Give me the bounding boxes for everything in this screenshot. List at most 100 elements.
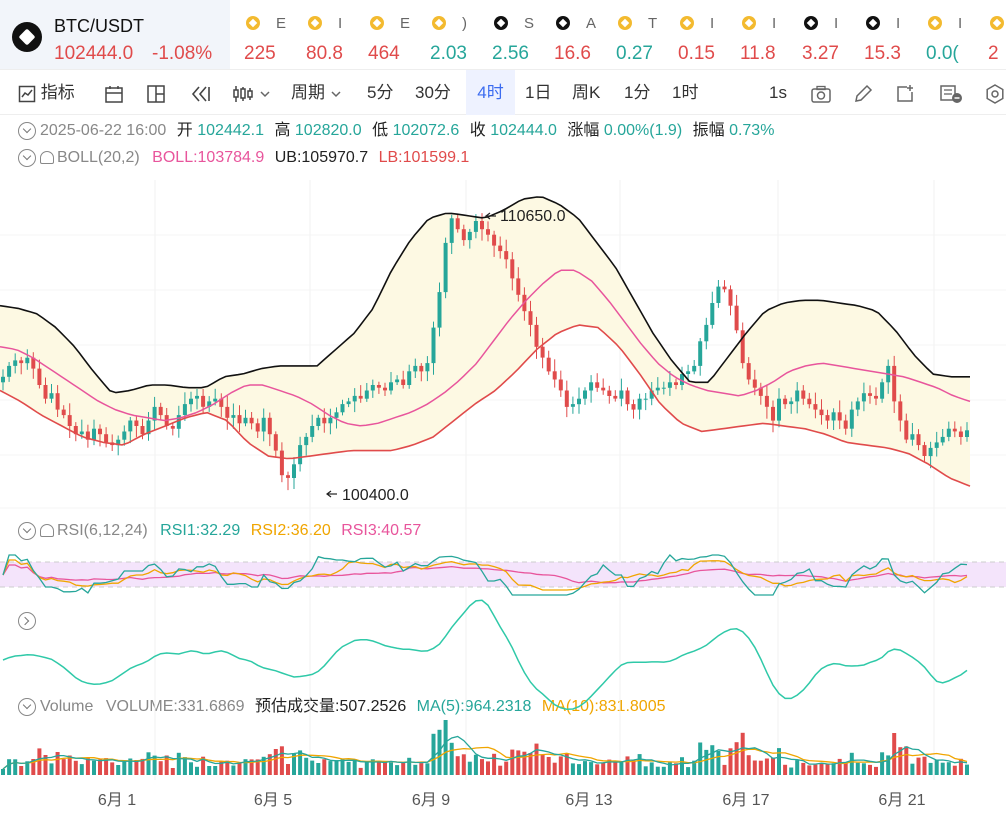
candle [540, 337, 545, 369]
candle [7, 362, 12, 382]
interval-1h[interactable]: 1时 [672, 83, 699, 102]
draw-button[interactable] [853, 70, 873, 115]
candle-body [661, 387, 666, 389]
split-view-button[interactable] [146, 70, 166, 115]
volume-bar [92, 760, 96, 775]
ticker-item[interactable]: S 2.56 [480, 0, 542, 69]
rewind-button[interactable] [190, 70, 210, 115]
candle-body [1, 376, 5, 383]
volume-bar [771, 757, 775, 775]
candle-body [225, 406, 230, 418]
candle [819, 399, 824, 425]
candle [376, 381, 381, 394]
candle [795, 382, 800, 414]
volume-estimate: 预估成交量:507.2526 [255, 698, 407, 715]
ticker-item[interactable]: A 16.6 [542, 0, 604, 69]
chart-type-dropdown[interactable] [232, 70, 271, 115]
volume-bar [79, 764, 84, 775]
collapse-icon[interactable] [18, 148, 36, 167]
candle [534, 316, 539, 359]
candle-body [389, 382, 393, 391]
ticker-item[interactable]: I 11.8 [728, 0, 790, 69]
candle-body [849, 409, 854, 429]
candle-body [413, 365, 418, 372]
ticker-item[interactable]: ) 2.03 [418, 0, 480, 69]
volume-bar [534, 743, 539, 775]
speed-button[interactable]: 1s [769, 83, 787, 102]
volume-bar [401, 762, 406, 775]
candle-body [601, 387, 606, 391]
expand-icon[interactable] [18, 611, 36, 630]
add-button[interactable] [895, 70, 915, 115]
candle-body [892, 365, 897, 402]
interval-4h[interactable]: 4时 [466, 70, 515, 115]
volume-value: VOLUME:331.6869 [105, 698, 245, 715]
interval-1m[interactable]: 1分 [624, 83, 651, 102]
candle [1, 369, 5, 391]
candle [231, 403, 236, 429]
volume-bar [316, 763, 321, 775]
settings-button[interactable] [984, 70, 1006, 115]
volume-bar [128, 758, 133, 775]
volume-bar [722, 764, 727, 775]
collapse-icon[interactable] [18, 521, 36, 540]
change-value: 0.00%(1.9) [603, 122, 683, 139]
volume-pane [1, 720, 969, 775]
ticker-item[interactable]: I 3.27 [790, 0, 852, 69]
ohlc-info: 2025-06-22 16:00 开 102442.1 高 102820.0 低… [0, 118, 774, 144]
alert-bell-icon[interactable] [40, 151, 54, 165]
candle [570, 396, 575, 414]
candle [661, 381, 666, 395]
volume-bar [522, 751, 527, 775]
candle-body [649, 390, 654, 399]
candle-body [340, 404, 345, 413]
ticker-item[interactable]: I 0.15 [666, 0, 728, 69]
candle-body [546, 357, 551, 372]
volume-bar [758, 760, 763, 775]
volume-bar [304, 757, 309, 775]
collapse-icon[interactable] [18, 121, 36, 140]
ticker-item[interactable]: E 225 [232, 0, 294, 69]
ticker-item[interactable]: I 80.8 [294, 0, 356, 69]
interval-1w[interactable]: 周K [572, 83, 601, 102]
symbol-name: BTC/USDT [54, 16, 144, 36]
candlestick-icon [233, 85, 253, 102]
candle [486, 221, 490, 242]
volume-bar [886, 755, 891, 775]
high-label: 高 [274, 122, 291, 139]
volume-bar [358, 767, 363, 775]
screenshot-button[interactable] [810, 70, 832, 115]
candle [480, 213, 484, 241]
ticker-btc-usdt[interactable]: BTC/USDT 102444.0 -1.08% [0, 0, 230, 69]
clear-button[interactable] [938, 70, 964, 115]
volume-bar [7, 759, 12, 775]
candle [467, 228, 472, 249]
volume-bar [473, 754, 478, 775]
volume-bar [504, 761, 509, 775]
volume-bar [777, 748, 781, 775]
ticker-item[interactable]: E 464 [356, 0, 418, 69]
period-dropdown[interactable]: 周期 [291, 70, 342, 115]
candle-body [704, 324, 709, 342]
interval-5m[interactable]: 5分 [367, 83, 394, 102]
collapse-icon[interactable] [18, 697, 36, 716]
layout-button[interactable] [104, 70, 124, 115]
indicators-button[interactable]: 指标 [18, 70, 75, 115]
interval-1d[interactable]: 1日 [525, 83, 552, 102]
candle [868, 385, 872, 404]
interval-30m[interactable]: 30分 [415, 83, 451, 102]
volume-bar [55, 752, 60, 775]
ticker-item[interactable]: I 15.3 [852, 0, 914, 69]
ticker-item-name: I [338, 15, 343, 32]
candle-body [116, 439, 121, 446]
candle-body [104, 434, 109, 443]
ticker-item[interactable]: I 0.0( [914, 0, 976, 69]
candle-body [237, 415, 242, 424]
rsi1-line [2, 554, 968, 596]
ticker-item[interactable]: S2 [976, 0, 1006, 69]
ticker-item[interactable]: T 0.27 [604, 0, 666, 69]
alert-bell-icon[interactable] [40, 524, 54, 538]
volume-bar [516, 750, 521, 775]
volume-bar [176, 752, 181, 775]
candle [680, 366, 684, 391]
